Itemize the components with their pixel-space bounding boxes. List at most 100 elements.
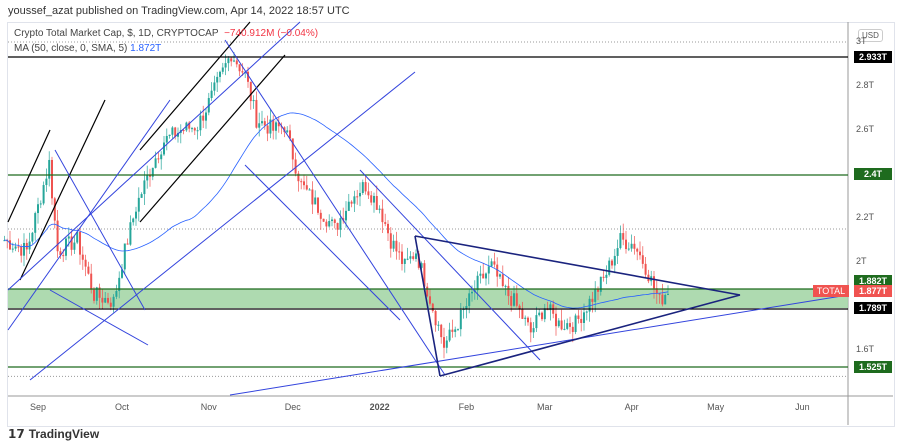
candle-body [129, 222, 132, 245]
ma-legend[interactable]: MA (50, close, 0, SMA, 5) 1.872T [14, 43, 161, 54]
candle-body [233, 60, 235, 62]
candle-body [490, 261, 493, 267]
price-tag: 1.525T [854, 360, 892, 373]
candle-body [457, 329, 459, 331]
candle-body [11, 248, 14, 250]
candle-body [93, 289, 95, 301]
candle-body [454, 329, 457, 332]
candle-body [154, 158, 157, 168]
candle-body [199, 115, 202, 131]
candle-body [34, 213, 37, 233]
candle-body [602, 276, 605, 278]
candle-body [193, 128, 196, 131]
candle-body [219, 71, 221, 77]
candle-body [625, 239, 627, 250]
candle-body [563, 328, 566, 330]
candle-body [95, 287, 98, 301]
candle-body [221, 67, 224, 72]
candle-body [79, 231, 81, 255]
candle-body [485, 273, 487, 279]
candle-body [633, 243, 636, 249]
candle-body [465, 306, 468, 309]
candle-body [406, 258, 409, 260]
candle-body [294, 159, 297, 174]
candle-body [104, 297, 107, 303]
candle-body [263, 121, 266, 126]
candle-body [135, 211, 137, 219]
candle-body [524, 317, 527, 319]
candle-body [482, 273, 485, 279]
candle-body [510, 296, 513, 306]
candle-body [605, 274, 608, 278]
candle-body [227, 58, 230, 64]
y-tick-label: 1.6T [856, 344, 875, 354]
candle-body [608, 260, 611, 275]
tradingview-logo[interactable]: 𝟭𝟳 TradingView [8, 427, 100, 441]
candle-body [566, 323, 569, 329]
candle-body [37, 204, 39, 214]
candle-body [622, 233, 625, 240]
candle-body [269, 119, 272, 134]
candle-body [384, 222, 387, 224]
candle-body [277, 122, 280, 127]
candle-body [468, 293, 471, 307]
candle-body [143, 180, 146, 195]
candle-body [644, 263, 647, 275]
candle-body [583, 312, 585, 323]
candle-body [535, 315, 538, 329]
candle-body [297, 173, 300, 182]
candle-body [182, 130, 185, 132]
candle-body [395, 240, 398, 252]
candle-body [350, 201, 353, 204]
y-tick-label: 2.6T [856, 124, 875, 134]
candle-body [188, 122, 191, 129]
candle-body [597, 288, 599, 292]
price-tag: 1.789T [854, 302, 892, 315]
symbol-legend[interactable]: Crypto Total Market Cap, $, 1D, CRYPTOCA… [14, 28, 318, 39]
candle-body [51, 159, 53, 199]
candle-body [549, 304, 552, 311]
candle-body [151, 167, 154, 177]
candle-body [577, 315, 580, 319]
candle-body [412, 256, 415, 259]
candle-body [168, 134, 171, 136]
x-tick-label: 2022 [369, 402, 390, 412]
candle-body [70, 236, 73, 250]
candle-body [364, 182, 367, 192]
candle-body [423, 263, 426, 287]
candle-body [115, 291, 118, 297]
candle-body [137, 197, 140, 212]
candle-body [17, 246, 20, 248]
price-change: −740.912M (−0.04%) [224, 28, 319, 39]
candle-body [121, 269, 123, 278]
x-tick-label: Sep [29, 402, 47, 412]
candle-body [177, 132, 179, 137]
candle-body [560, 320, 563, 330]
x-tick-label: Oct [114, 402, 130, 412]
candle-body [196, 130, 199, 132]
published-by: youssef_azat published on TradingView.co… [8, 5, 350, 17]
candle-body [361, 182, 364, 193]
candle-body [347, 201, 350, 211]
candle-body [275, 122, 277, 131]
candle-body [588, 298, 591, 312]
tv-icon: 𝟭𝟳 [8, 427, 25, 441]
candle-body [336, 222, 339, 230]
candle-body [555, 313, 557, 327]
drawings [7, 21, 849, 396]
candle-body [87, 266, 90, 274]
x-tick-label: Jun [795, 402, 810, 412]
candle-body [303, 181, 305, 186]
candle-body [599, 276, 602, 292]
candle-body [48, 159, 51, 179]
candle-body [429, 296, 431, 304]
currency-button[interactable]: USD [858, 29, 883, 42]
candle-body [247, 71, 249, 82]
chart-frame[interactable] [7, 22, 895, 427]
candle-body [459, 309, 462, 330]
candle-body [667, 293, 669, 295]
candle-body [373, 196, 375, 203]
candle-body [319, 212, 322, 219]
candle-body [123, 243, 126, 270]
